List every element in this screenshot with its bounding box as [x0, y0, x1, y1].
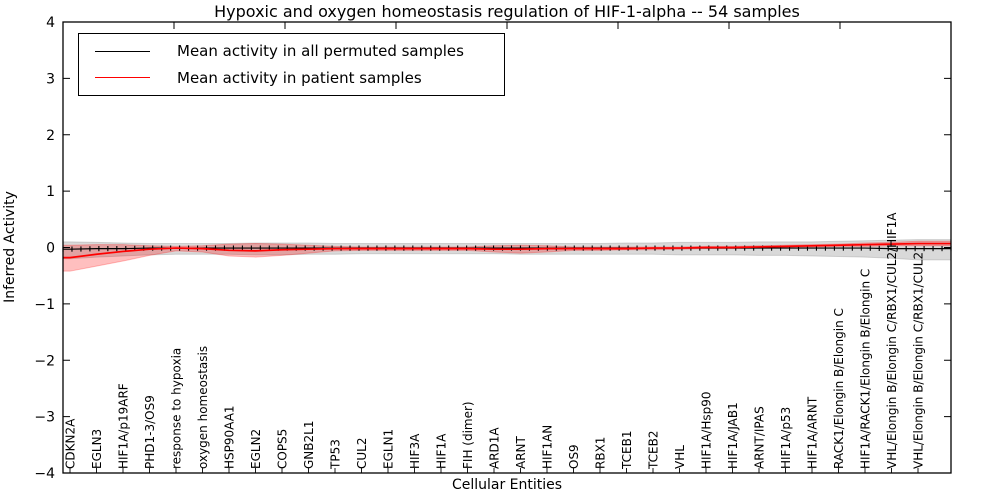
x-tick-label: HIF1A/ARNT [806, 396, 820, 469]
x-tick-label: GNB2L1 [302, 421, 316, 469]
y-tick-label: −4 [34, 466, 55, 482]
x-tick-label: HIF1A/p53 [779, 407, 793, 469]
y-tick-label: 4 [46, 15, 55, 31]
x-tick-label: VHL/Elongin B/Elongin C/RBX1/CUL2/HIF1A [885, 212, 899, 469]
x-tick-label: TCEB1 [620, 431, 634, 470]
x-tick-label: HSP90AA1 [223, 405, 237, 469]
x-tick-label: HIF1A/JAB1 [726, 402, 740, 469]
x-tick-label: VHL [673, 445, 687, 469]
permuted-line-icon [95, 50, 150, 52]
x-tick-label: ARD1A [488, 427, 502, 469]
y-tick-label: −2 [34, 353, 55, 369]
chart-title: Hypoxic and oxygen homeostasis regulatio… [214, 2, 800, 21]
y-tick-label: −1 [34, 297, 55, 313]
x-tick-label: HIF1A [435, 433, 449, 469]
y-tick-label: 1 [46, 184, 55, 200]
legend-label-permuted: Mean activity in all permuted samples [177, 42, 464, 61]
x-tick-label: EGLN3 [90, 429, 104, 469]
legend-label-patient: Mean activity in patient samples [177, 68, 422, 87]
x-tick-label: RBX1 [594, 437, 608, 469]
x-tick-label: HIF1A/RACK1/Elongin B/Elongin C [859, 269, 873, 469]
x-tick-label: PHD1-3/OS9 [143, 395, 157, 469]
legend-item-patient: Mean activity in patient samples [95, 69, 504, 87]
x-tick-label: response to hypoxia [170, 348, 184, 469]
y-tick-label: 3 [46, 71, 55, 87]
x-tick-label: RACK1/Elongin B/Elongin C [832, 308, 846, 469]
x-tick-label: ARNT [514, 435, 528, 469]
patient-line-icon [95, 77, 150, 79]
x-tick-label: HIF3A [408, 433, 422, 469]
x-tick-label: oxygen homeostasis [196, 346, 210, 469]
legend: Mean activity in all permuted samples Me… [78, 33, 505, 96]
x-tick-label: ARNT/IPAS [753, 406, 767, 469]
plot-border [62, 21, 952, 474]
x-tick-label: EGLN2 [249, 429, 263, 469]
legend-item-permuted: Mean activity in all permuted samples [95, 42, 504, 60]
x-tick-label: EGLN1 [382, 429, 396, 469]
x-tick-label: COPS5 [276, 429, 290, 469]
x-tick-label: CUL2 [355, 438, 369, 469]
x-tick-label: HIF1A/p19ARF [117, 383, 131, 469]
y-tick-label: −3 [34, 410, 55, 426]
x-tick-label: FIH (dimer) [461, 401, 475, 469]
y-tick-label: 2 [46, 128, 55, 144]
series-line-patient [63, 242, 951, 259]
x-axis-label: Cellular Entities [451, 477, 563, 493]
x-tick-label: TCEB2 [647, 431, 661, 470]
x-tick-label: VHL/Elongin B/Elongin C/RBX1/CUL2 [912, 252, 926, 469]
x-tick-label: HIF1AN [541, 425, 555, 469]
x-tick-label: OS9 [567, 444, 581, 469]
x-tick-label: CDKN2A [64, 418, 78, 469]
x-tick-label: HIF1A/Hsp90 [700, 391, 714, 469]
y-tick-label: 0 [46, 241, 55, 257]
x-tick-label: TP53 [329, 439, 343, 470]
